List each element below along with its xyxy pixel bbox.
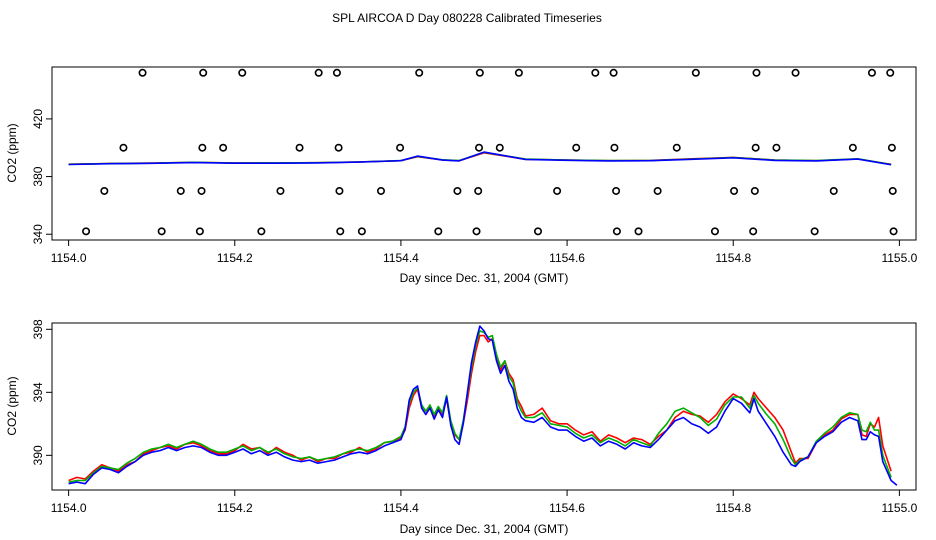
top-data-point (157, 227, 166, 236)
top-data-point (750, 186, 759, 195)
bottom-panel-axes: 1154.0 1154.2 1154.4 1154.6 1154.8 1155.0 390 3… (31, 319, 918, 515)
top-data-point (848, 143, 857, 152)
top-data-point (553, 186, 562, 195)
top-panel-frame (51, 66, 917, 241)
top-data-point (867, 68, 876, 77)
top-data-point (197, 186, 206, 195)
bottom-series-line-0 (68, 334, 892, 482)
top-data-point (730, 186, 739, 195)
top-data-point (612, 186, 621, 195)
top-data-point (357, 227, 366, 236)
top-data-point (514, 68, 523, 77)
top-data-point (336, 227, 345, 236)
top-x-tick-label: 1155.0 (881, 251, 917, 265)
top-data-point (198, 143, 207, 152)
top-data-point (691, 68, 700, 77)
top-data-point (749, 227, 758, 236)
top-x-tick-label: 1154.8 (715, 251, 751, 265)
top-data-point (138, 68, 147, 77)
top-data-point (609, 68, 618, 77)
bottom-panel-y-axis-label: CO2 (ppm) (5, 376, 19, 435)
bottom-panel-marks (68, 325, 898, 486)
bottom-x-tick-label: 1154.2 (217, 501, 253, 515)
top-data-point (334, 143, 343, 152)
top-panel: 1154.0 1154.2 1154.4 1154.6 1154.8 1155.0 340 3… (5, 66, 918, 285)
top-x-tick-label: 1154.0 (51, 251, 87, 265)
top-data-point (257, 227, 266, 236)
top-data-point (199, 68, 208, 77)
top-data-point (335, 186, 344, 195)
top-y-tick-label: 340 (31, 224, 45, 244)
top-data-point (495, 143, 504, 152)
top-data-point (889, 227, 898, 236)
top-series-line-2 (68, 151, 892, 166)
top-y-tick-label: 380 (31, 166, 45, 186)
top-data-point (314, 68, 323, 77)
top-data-point (195, 227, 204, 236)
bottom-y-tick-label: 390 (31, 445, 45, 465)
top-data-point (888, 186, 897, 195)
top-data-point (376, 186, 385, 195)
top-data-point (751, 143, 760, 152)
top-data-point (474, 186, 483, 195)
bottom-x-tick-label: 1154.4 (383, 501, 419, 515)
bottom-x-tick-label: 1154.6 (549, 501, 585, 515)
top-data-point (415, 68, 424, 77)
top-data-point (453, 186, 462, 195)
bottom-x-tick-label: 1154.0 (51, 501, 87, 515)
figure-title: SPL AIRCOA D Day 080228 Calibrated Times… (332, 11, 602, 25)
bottom-series-line-2 (68, 325, 898, 486)
top-data-point (634, 227, 643, 236)
top-data-point (276, 186, 285, 195)
top-data-point (396, 143, 405, 152)
top-data-point (572, 143, 581, 152)
top-data-point (591, 68, 600, 77)
top-data-point (612, 227, 621, 236)
top-data-point (219, 143, 228, 152)
top-data-point (332, 68, 341, 77)
bottom-panel-x-axis-label: Day since Dec. 31, 2004 (GMT) (400, 522, 569, 536)
top-panel-axes: 1154.0 1154.2 1154.4 1154.6 1154.8 1155.0 340 3… (31, 109, 918, 265)
top-y-tick-label: 420 (31, 109, 45, 129)
top-panel-y-axis-label: CO2 (ppm) (5, 123, 19, 182)
bottom-panel: 1154.0 1154.2 1154.4 1154.6 1154.8 1155.0 390 3… (5, 319, 918, 536)
top-data-point (791, 68, 800, 77)
top-data-point (434, 227, 443, 236)
top-data-point (752, 68, 761, 77)
top-data-point (672, 143, 681, 152)
bottom-y-tick-label: 398 (31, 319, 45, 339)
bottom-y-tick-label: 394 (31, 382, 45, 402)
top-data-point (710, 227, 719, 236)
top-data-point (810, 227, 819, 236)
top-data-point (533, 227, 542, 236)
top-data-point (886, 68, 895, 77)
top-data-point (238, 68, 247, 77)
top-data-point (475, 68, 484, 77)
bottom-x-tick-label: 1154.8 (715, 501, 751, 515)
top-data-point (829, 186, 838, 195)
top-data-point (610, 143, 619, 152)
bottom-panel-frame (51, 322, 917, 491)
top-data-point (176, 186, 185, 195)
top-data-point (887, 143, 896, 152)
top-panel-x-axis-label: Day since Dec. 31, 2004 (GMT) (400, 271, 569, 285)
top-data-point (653, 186, 662, 195)
top-x-tick-label: 1154.2 (217, 251, 253, 265)
top-data-point (295, 143, 304, 152)
top-data-point (772, 143, 781, 152)
top-x-tick-label: 1154.4 (383, 251, 419, 265)
top-data-point (475, 143, 484, 152)
bottom-x-tick-label: 1155.0 (881, 501, 917, 515)
top-data-point (82, 227, 91, 236)
bottom-series-line-1 (68, 330, 892, 483)
top-data-point (472, 227, 481, 236)
top-data-point (100, 186, 109, 195)
top-x-tick-label: 1154.6 (549, 251, 585, 265)
top-data-point (119, 143, 128, 152)
top-panel-marks (68, 68, 898, 236)
